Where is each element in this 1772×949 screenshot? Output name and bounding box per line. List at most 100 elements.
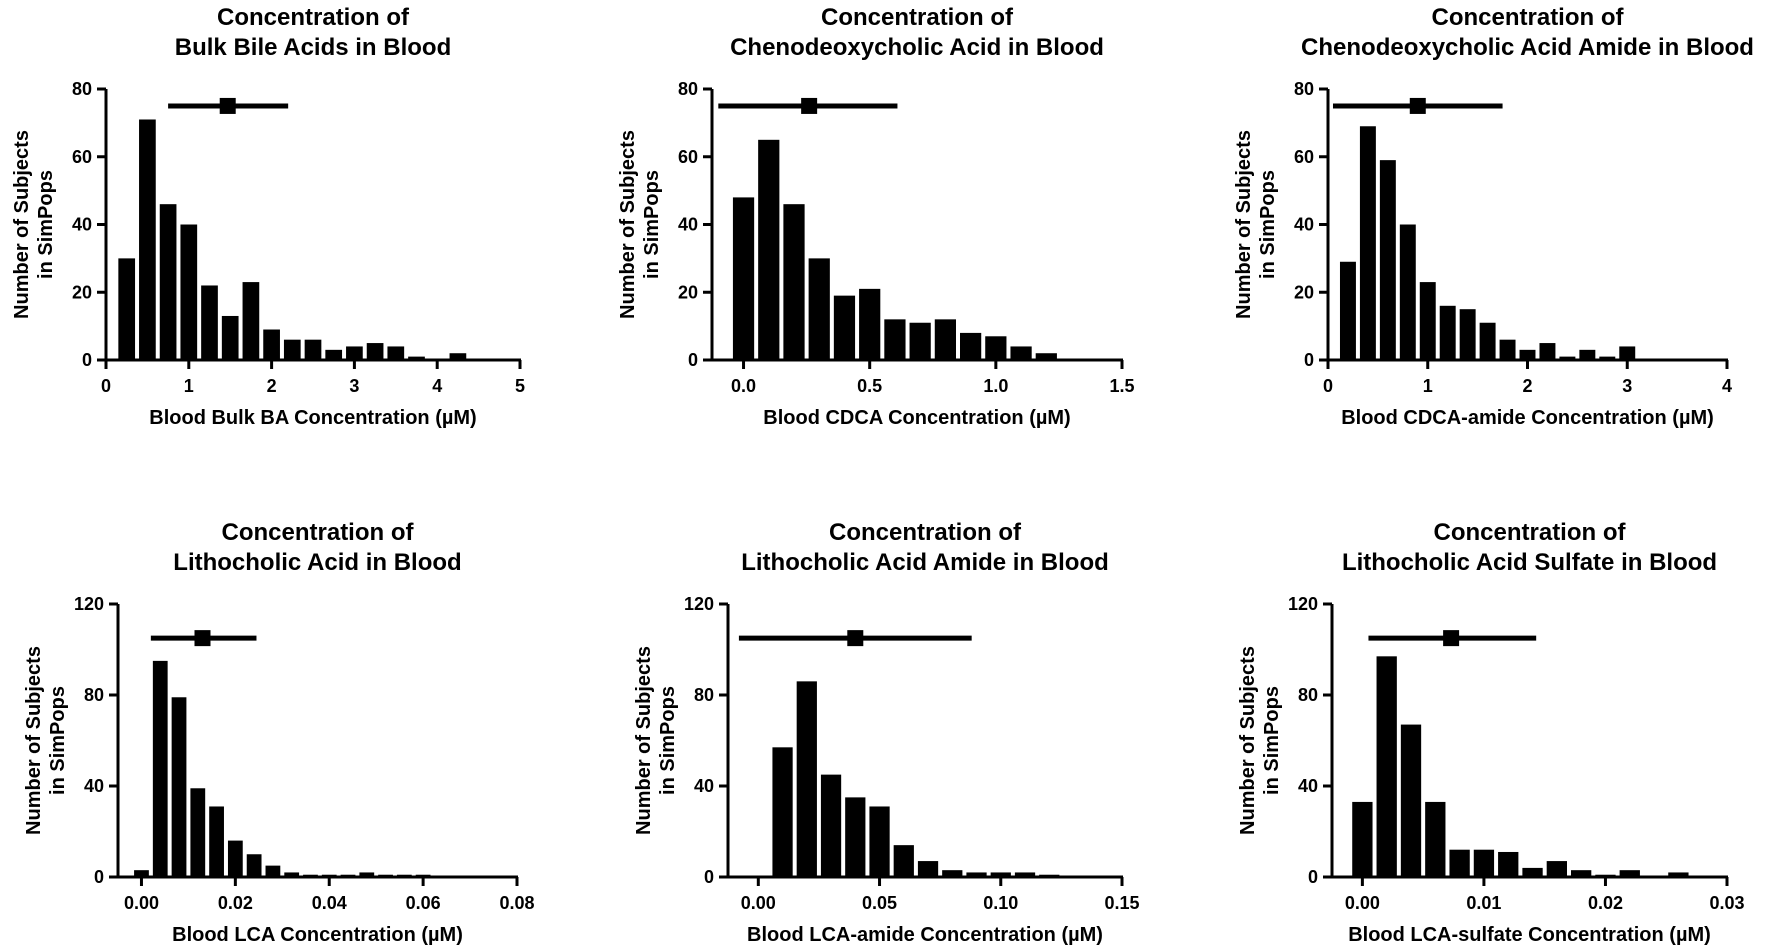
- y-tick-label: 20: [1294, 282, 1314, 302]
- y-tick-label: 60: [72, 147, 92, 167]
- histogram-bar: [808, 258, 830, 360]
- histogram-bar: [1035, 353, 1057, 360]
- x-tick-label: 4: [432, 376, 442, 396]
- histogram-bar: [263, 329, 280, 360]
- histogram-bar: [227, 840, 243, 877]
- x-axis-label: Blood LCA-amide Concentration (µM): [747, 924, 1103, 946]
- histogram-bar: [1014, 872, 1036, 877]
- y-tick-label: 0: [704, 867, 714, 887]
- y-tick-label: 40: [72, 215, 92, 235]
- x-tick-label: 0.03: [1709, 893, 1744, 913]
- histogram-bar: [201, 285, 218, 360]
- histogram-bar: [909, 322, 931, 360]
- x-tick-label: 0.5: [857, 376, 882, 396]
- y-tick-label: 0: [82, 350, 92, 370]
- histogram-bar: [246, 854, 262, 877]
- histogram-bar: [209, 806, 224, 877]
- x-tick-label: 0.05: [862, 893, 897, 913]
- histogram-bar: [917, 861, 939, 877]
- y-axis-label-line: Number of Subjects: [633, 646, 655, 835]
- histogram-bar: [1539, 343, 1556, 360]
- y-tick-label: 80: [72, 79, 92, 99]
- chart-title-line: Lithocholic Acid in Blood: [173, 549, 461, 576]
- y-tick-label: 60: [1294, 147, 1314, 167]
- histogram-bar: [1352, 801, 1373, 877]
- y-tick-label: 0: [1308, 867, 1318, 887]
- y-tick-label: 80: [694, 685, 714, 705]
- x-tick-label: 0.00: [1345, 893, 1380, 913]
- chart-panel-4: Concentration of Lithocholic Acid in Bloo…: [23, 519, 535, 946]
- histogram-bar: [1400, 724, 1422, 877]
- histogram-bar: [732, 197, 755, 360]
- histogram-bar: [171, 697, 187, 877]
- y-axis-label-line: Number of Subjects: [11, 130, 33, 319]
- histogram-bar: [1479, 322, 1496, 360]
- y-tick-label: 40: [84, 776, 104, 796]
- y-axis-label-line: Number of Subjects: [1237, 646, 1259, 835]
- histogram-bar: [1559, 356, 1576, 360]
- x-tick-label: 0.02: [1588, 893, 1623, 913]
- chart-panel-2: Concentration of Chenodeoxycholic Acid in…: [617, 4, 1135, 429]
- histogram-bar: [869, 806, 890, 877]
- x-tick-label: 3: [349, 376, 359, 396]
- histogram-bar: [893, 845, 914, 877]
- histogram-bar: [1425, 801, 1446, 877]
- histogram-bar: [1499, 339, 1516, 360]
- histogram-bar: [346, 346, 363, 360]
- x-tick-label: 0: [101, 376, 111, 396]
- y-axis-label-line: in SimPops: [35, 170, 57, 279]
- y-tick-label: 80: [1298, 685, 1318, 705]
- histogram-bar: [942, 870, 963, 877]
- histogram-bar: [1619, 870, 1640, 877]
- histogram-bar: [1399, 224, 1416, 360]
- summary-mean-marker: [1443, 630, 1460, 647]
- x-tick-label: 1.5: [1109, 376, 1134, 396]
- histogram-bar: [118, 258, 136, 360]
- chart-title-line: Lithocholic Acid Amide in Blood: [741, 549, 1109, 576]
- histogram-bar: [1379, 160, 1396, 360]
- histogram-bar: [242, 282, 260, 360]
- y-tick-label: 20: [72, 282, 92, 302]
- y-axis-label-line: in SimPops: [1257, 170, 1279, 279]
- chart-panel-1: Concentration of Bulk Bile Acids in Blood…: [11, 4, 525, 429]
- histogram-bar: [221, 315, 239, 360]
- chart-panel-5: Concentration of Lithocholic Acid Amide i…: [633, 519, 1140, 946]
- histogram-bar: [265, 865, 281, 877]
- histogram-bar: [1439, 305, 1456, 360]
- histogram-bar: [449, 353, 467, 360]
- histogram-bar: [985, 336, 1007, 360]
- histogram-bar: [934, 319, 956, 360]
- histogram-bar: [1522, 867, 1543, 877]
- histogram-bar: [884, 319, 906, 360]
- histogram-bar: [1473, 849, 1495, 877]
- histogram-bar: [1459, 309, 1476, 360]
- y-tick-label: 60: [678, 147, 698, 167]
- histogram-bar: [325, 349, 343, 360]
- x-tick-label: 0.00: [124, 893, 159, 913]
- histogram-bar: [1519, 349, 1536, 360]
- histogram-bar: [960, 332, 982, 360]
- chart-title-line: Concentration of: [217, 4, 410, 31]
- x-tick-label: 5: [515, 376, 525, 396]
- x-tick-label: 0.10: [983, 893, 1018, 913]
- histogram-bar: [796, 681, 817, 877]
- chart-title-line: Concentration of: [222, 519, 415, 546]
- x-tick-label: 0.0: [731, 376, 756, 396]
- y-tick-label: 40: [694, 776, 714, 796]
- x-tick-label: 0.06: [406, 893, 441, 913]
- histogram-bar: [190, 788, 206, 877]
- y-tick-label: 120: [1288, 594, 1318, 614]
- y-tick-label: 80: [84, 685, 104, 705]
- summary-mean-marker: [194, 630, 211, 647]
- x-tick-label: 1: [1423, 376, 1433, 396]
- x-tick-label: 0.08: [499, 893, 534, 913]
- histogram-bar: [408, 356, 425, 360]
- x-tick-label: 4: [1722, 376, 1732, 396]
- y-tick-label: 80: [1294, 79, 1314, 99]
- y-axis-label-line: Number of Subjects: [23, 646, 45, 835]
- histogram-bar: [1571, 870, 1592, 877]
- histogram-bar: [845, 797, 866, 877]
- chart-title-line: Bulk Bile Acids in Blood: [175, 34, 451, 61]
- histogram-bar: [1010, 346, 1032, 360]
